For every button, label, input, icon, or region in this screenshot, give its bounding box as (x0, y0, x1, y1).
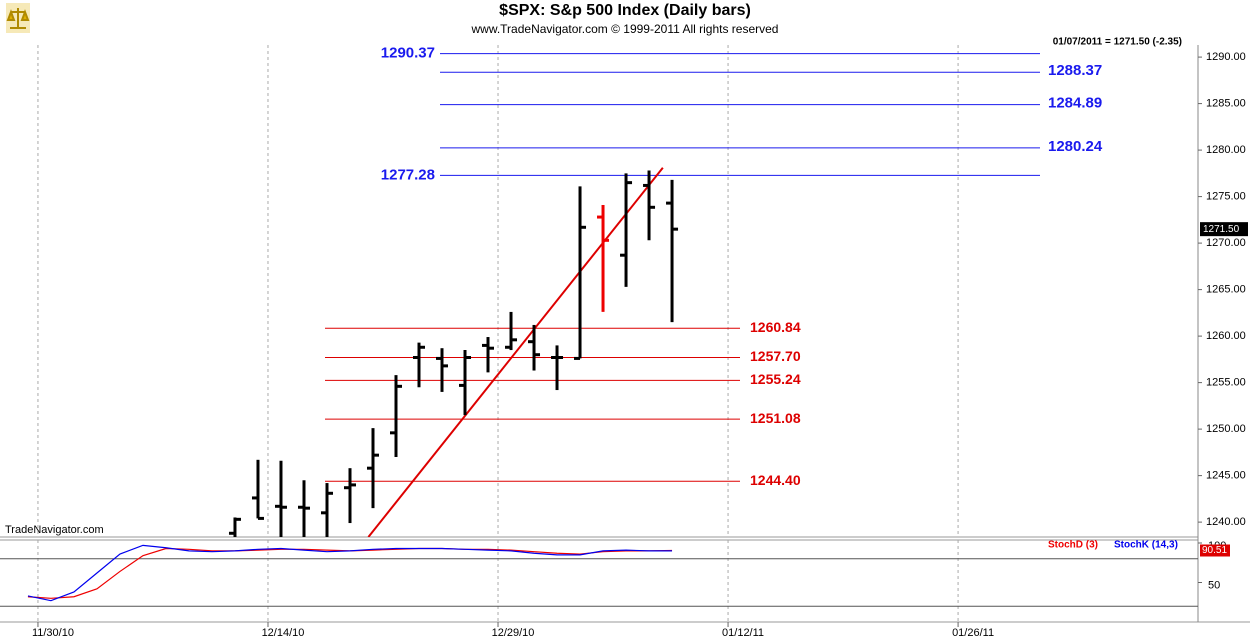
y-tick-label: 1280.00 (1206, 144, 1246, 156)
chart-title: $SPX: S&p 500 Index (Daily bars) (499, 2, 751, 19)
legend-entry: StochD (3) (1048, 540, 1098, 551)
support-label: 1244.40 (750, 472, 801, 488)
x-tick-label: 01/12/11 (722, 627, 764, 639)
y-tick-label: 1270.00 (1206, 237, 1246, 249)
y-tick-label: 1290.00 (1206, 51, 1246, 63)
x-tick-label: 12/14/10 (262, 627, 305, 639)
y-tick-label: 1275.00 (1206, 191, 1246, 203)
stoch-plot (0, 540, 1198, 622)
x-tick-label: 12/29/10 (492, 627, 535, 639)
y-tick-label: 50 (1208, 579, 1220, 591)
y-tick-label: 1255.00 (1206, 377, 1246, 389)
resistance-label: 1280.24 (1048, 138, 1103, 155)
y-tick-label: 1245.00 (1206, 470, 1246, 482)
last-value-box (1200, 222, 1248, 237)
trend-line (367, 167, 664, 537)
price-plot (37, 45, 1040, 537)
resistance-label: 1290.37 (381, 45, 435, 62)
last-value-label: 1271.50 (1203, 224, 1240, 235)
support-label: 1257.70 (750, 348, 801, 364)
y-tick-label: 1250.00 (1206, 423, 1246, 435)
info-text: 01/07/2011 = 1271.50 (-2.35) (1053, 37, 1182, 48)
watermark: TradeNavigator.com (5, 524, 104, 536)
x-tick-label: 11/30/10 (32, 627, 74, 639)
logo (6, 3, 30, 33)
resistance-label: 1284.89 (1048, 95, 1102, 112)
last-value-box (1200, 544, 1230, 557)
y-tick-label: 1265.00 (1206, 284, 1246, 296)
support-label: 1251.08 (750, 410, 801, 426)
y-tick-label: 1240.00 (1206, 516, 1246, 528)
overlay: 11/30/10 12/14/10 12/29/10 01/12/11 01/26/11… (32, 45, 1248, 639)
chart-subtitle: www.TradeNavigator.com © 1999-2011 All r… (471, 22, 779, 36)
last-value-label: 90.51 (1202, 545, 1227, 556)
y-tick-label: 1260.00 (1206, 330, 1246, 342)
support-label: 1260.84 (750, 319, 801, 335)
x-tick-label: 01/26/11 (952, 627, 994, 639)
resistance-label: 1277.28 (381, 166, 435, 183)
y-tick-label: 1285.00 (1206, 97, 1246, 109)
stoch-line (27, 544, 673, 602)
legend-entry: StochK (14,3) (1114, 540, 1178, 551)
resistance-label: 1288.37 (1048, 62, 1102, 79)
support-label: 1255.24 (750, 371, 801, 387)
